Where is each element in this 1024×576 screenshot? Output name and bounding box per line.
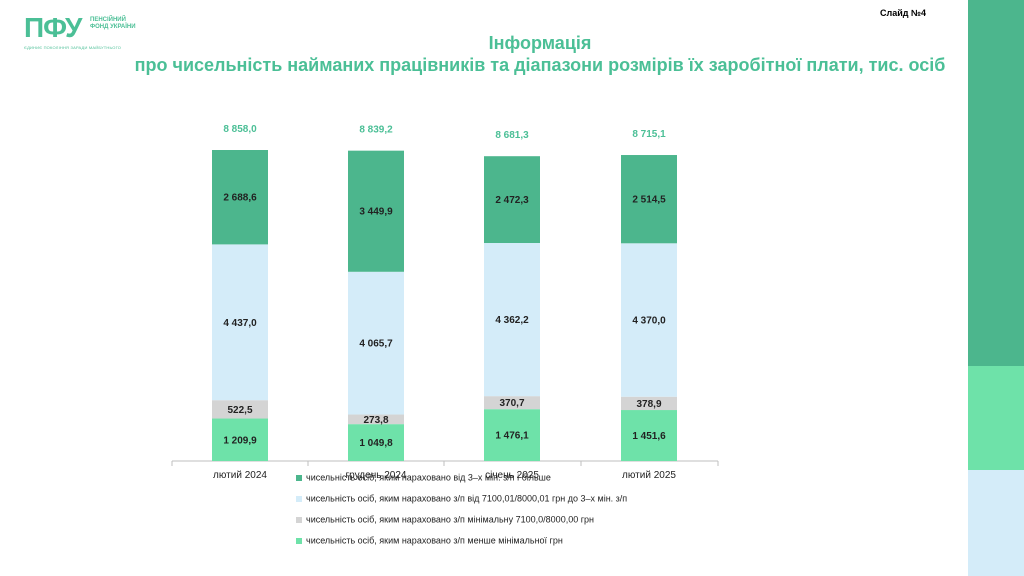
bar-segment	[348, 424, 404, 461]
logo: ПФУ ПЕНСІЙНИЙ ФОНД УКРАЇНИ ЄДИНИЄ ПОКОЛІ…	[24, 14, 139, 54]
page-title: Інформація	[488, 33, 592, 53]
data-label: 2 514,5	[632, 195, 666, 206]
bar-segment	[484, 409, 540, 461]
legend-item: чисельність осіб, яким нараховано з/п мі…	[296, 514, 594, 525]
total-label: 8 858,0	[223, 124, 257, 135]
side-stripe-blue	[968, 470, 1024, 576]
page-subtitle: про чисельність найманих працівників та …	[134, 55, 946, 75]
bar-segment	[621, 410, 677, 461]
logo-tagline: ЄДИНИЄ ПОКОЛІННЯ ЗАРАДИ МАЙБУТНЬОГО	[24, 45, 122, 50]
bar-segment	[621, 396, 677, 411]
bar-segment	[212, 244, 268, 401]
data-label: 4 370,0	[632, 316, 666, 327]
total-label: 8 681,3	[495, 130, 529, 141]
legend-item: чисельність осіб, яким нараховано з/п ві…	[296, 493, 627, 504]
bar-segment	[348, 150, 404, 272]
data-label: 4 437,0	[223, 318, 257, 329]
data-label: 1 451,6	[632, 431, 666, 442]
legend-swatch	[296, 537, 302, 544]
data-label: 2 688,6	[223, 193, 257, 204]
data-label: 3 449,9	[359, 207, 393, 218]
legend-swatch	[296, 516, 302, 523]
bar-segment	[621, 155, 677, 244]
logo-mark: ПФУ	[24, 12, 82, 43]
data-label: 2 472,3	[495, 195, 529, 206]
x-tick-label: грудень 2024	[346, 470, 407, 481]
data-label: 1 476,1	[495, 431, 529, 442]
legend-label: чисельність осіб, яким нараховано з/п ві…	[306, 493, 628, 504]
data-label: 522,5	[227, 405, 252, 416]
bar-segment	[348, 271, 404, 415]
bar-segment	[484, 396, 540, 410]
legend-swatch	[296, 474, 302, 481]
data-label: 378,9	[636, 399, 661, 410]
total-label: 8 715,1	[632, 129, 666, 140]
stacked-bar-chart: 1 209,9 522,5 4 437,0 2 688,6 8 858,0 лютий 2…	[171, 124, 719, 481]
data-label: 370,7	[499, 398, 524, 409]
data-label: 1 209,9	[223, 435, 257, 446]
bar-segment	[348, 414, 404, 425]
side-stripe-green	[968, 366, 1024, 470]
x-tick-label: січень 2025	[485, 470, 539, 481]
bar-segment	[621, 243, 677, 397]
x-tick-label: лютий 2025	[622, 470, 676, 481]
bar-segment	[484, 243, 540, 397]
bar-segment	[212, 418, 268, 461]
logo-subtitle: ПЕНСІЙНИЙ ФОНД УКРАЇНИ	[90, 17, 136, 30]
bar-segment	[212, 150, 268, 245]
legend-label: чисельність осіб, яким нараховано з/п ме…	[306, 535, 563, 546]
bar-segment	[212, 400, 268, 419]
data-label: 4 065,7	[359, 339, 393, 350]
side-stripe-dark	[968, 0, 1024, 366]
legend-swatch	[296, 495, 302, 502]
data-label: 4 362,2	[495, 315, 529, 326]
legend-item: чисельність осіб, яким нараховано з/п ме…	[296, 535, 563, 546]
legend-label: чисельність осіб, яким нараховано від 3–…	[306, 472, 551, 483]
legend-label: чисельність осіб, яким нараховано з/п мі…	[306, 514, 594, 525]
data-label: 273,8	[363, 415, 388, 426]
x-tick-label: лютий 2024	[213, 470, 267, 481]
data-label: 1 049,8	[359, 438, 393, 449]
legend-item: чисельність осіб, яким нараховано від 3–…	[296, 472, 551, 483]
total-label: 8 839,2	[359, 125, 393, 136]
slide-number: Слайд №4	[880, 8, 927, 18]
bar-segment	[484, 156, 540, 244]
